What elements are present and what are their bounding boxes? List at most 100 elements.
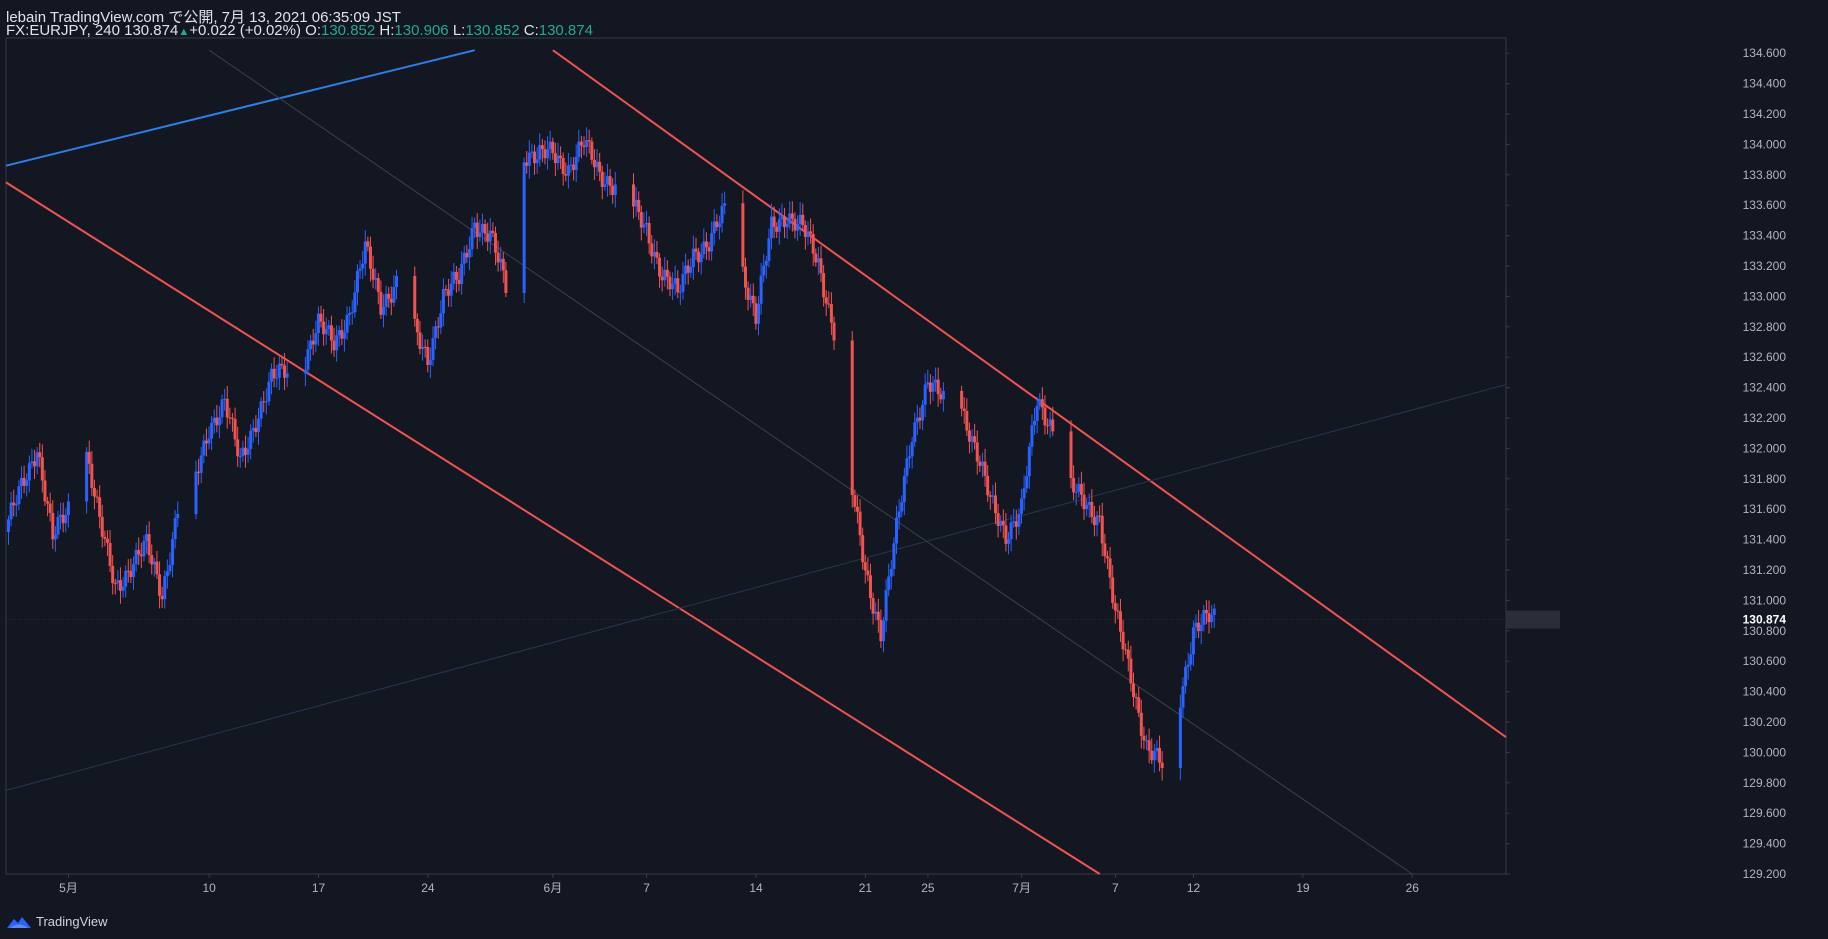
tradingview-logo-icon: [7, 916, 31, 928]
candle: [389, 286, 393, 316]
candle: [491, 222, 495, 238]
y-tick-label: 130.600: [1743, 654, 1787, 668]
candle: [798, 202, 802, 236]
candle: [20, 466, 24, 500]
candle: [905, 445, 909, 484]
candle: [496, 240, 500, 272]
candle: [1184, 660, 1188, 694]
candle: [887, 563, 891, 597]
candle: [126, 559, 130, 583]
candle: [168, 552, 172, 576]
candle: [1147, 728, 1151, 764]
candle: [212, 409, 216, 434]
x-tick-label: 10: [202, 881, 216, 895]
candle: [915, 404, 919, 436]
candle: [585, 127, 589, 158]
candle: [283, 352, 287, 391]
candle: [572, 157, 576, 181]
candle: [46, 496, 50, 517]
candle: [793, 212, 797, 239]
candle: [1040, 387, 1044, 420]
candle: [960, 385, 964, 417]
trendline-upper-channel[interactable]: [552, 49, 1507, 739]
candle: [100, 504, 104, 548]
candle: [676, 270, 680, 299]
candle: [345, 306, 349, 340]
candle: [637, 191, 641, 220]
trendline-lower-channel[interactable]: [5, 181, 1101, 875]
trendline-rising-line[interactable]: [5, 384, 1507, 791]
candle: [882, 616, 885, 653]
candle: [762, 254, 766, 283]
candle: [1113, 595, 1117, 624]
y-tick-label: 134.000: [1743, 137, 1787, 151]
x-tick-label: 19: [1296, 881, 1310, 895]
candle: [488, 218, 492, 254]
candle: [363, 230, 367, 276]
candle: [1134, 692, 1138, 710]
candle: [720, 193, 724, 233]
candle: [1191, 620, 1195, 666]
candle: [1030, 414, 1034, 456]
candle: [1048, 411, 1052, 438]
candle: [918, 407, 922, 430]
candle: [741, 190, 745, 272]
candle: [434, 320, 438, 350]
x-tick-label: 12: [1187, 881, 1201, 895]
brand[interactable]: TradingView: [6, 914, 108, 929]
candle: [668, 271, 672, 297]
candle: [1210, 605, 1214, 629]
candle: [207, 426, 211, 450]
y-tick-label: 133.400: [1743, 229, 1787, 243]
candle: [548, 130, 552, 161]
candle: [611, 178, 615, 204]
candle: [1118, 598, 1122, 643]
y-tick-label: 133.000: [1743, 289, 1787, 303]
candle: [978, 455, 982, 473]
candle: [553, 142, 557, 177]
candle: [236, 426, 240, 467]
candle: [246, 436, 250, 463]
candle: [35, 446, 39, 475]
candle: [264, 388, 268, 415]
candle: [225, 385, 229, 429]
candle: [962, 397, 966, 424]
candle: [473, 217, 477, 239]
trendline-mid-channel[interactable]: [208, 49, 1413, 875]
y-tick-label: 134.400: [1743, 77, 1787, 91]
candle: [715, 213, 719, 232]
candle: [493, 226, 497, 266]
candle: [973, 423, 977, 450]
candle: [645, 210, 649, 236]
candle: [142, 535, 146, 562]
trendline-blue-line[interactable]: [5, 49, 475, 167]
candle: [684, 253, 688, 285]
candle: [743, 257, 747, 300]
price-chart[interactable]: 134.600 134.400 134.200 134.000 133.800 133.6…: [0, 0, 1828, 904]
candle: [220, 394, 224, 424]
candle: [1197, 609, 1201, 639]
candle: [874, 602, 878, 621]
y-tick-label: 130.200: [1743, 715, 1787, 729]
candle: [1142, 726, 1146, 750]
candle: [1087, 493, 1091, 518]
candle: [322, 309, 326, 346]
candle: [908, 445, 912, 469]
candle: [1095, 511, 1099, 537]
candle: [934, 367, 938, 392]
candle: [233, 407, 237, 447]
candle: [376, 273, 380, 305]
candle: [551, 137, 555, 160]
candle: [337, 325, 341, 347]
candle: [1124, 643, 1128, 655]
candle: [1012, 508, 1016, 528]
candle: [923, 373, 927, 418]
candle: [202, 434, 206, 464]
candle: [61, 502, 65, 533]
candle: [665, 260, 669, 290]
candle: [921, 400, 925, 431]
candle: [710, 221, 714, 261]
candle: [759, 262, 763, 315]
y-tick-label: 129.400: [1743, 837, 1787, 851]
candle: [697, 247, 701, 273]
